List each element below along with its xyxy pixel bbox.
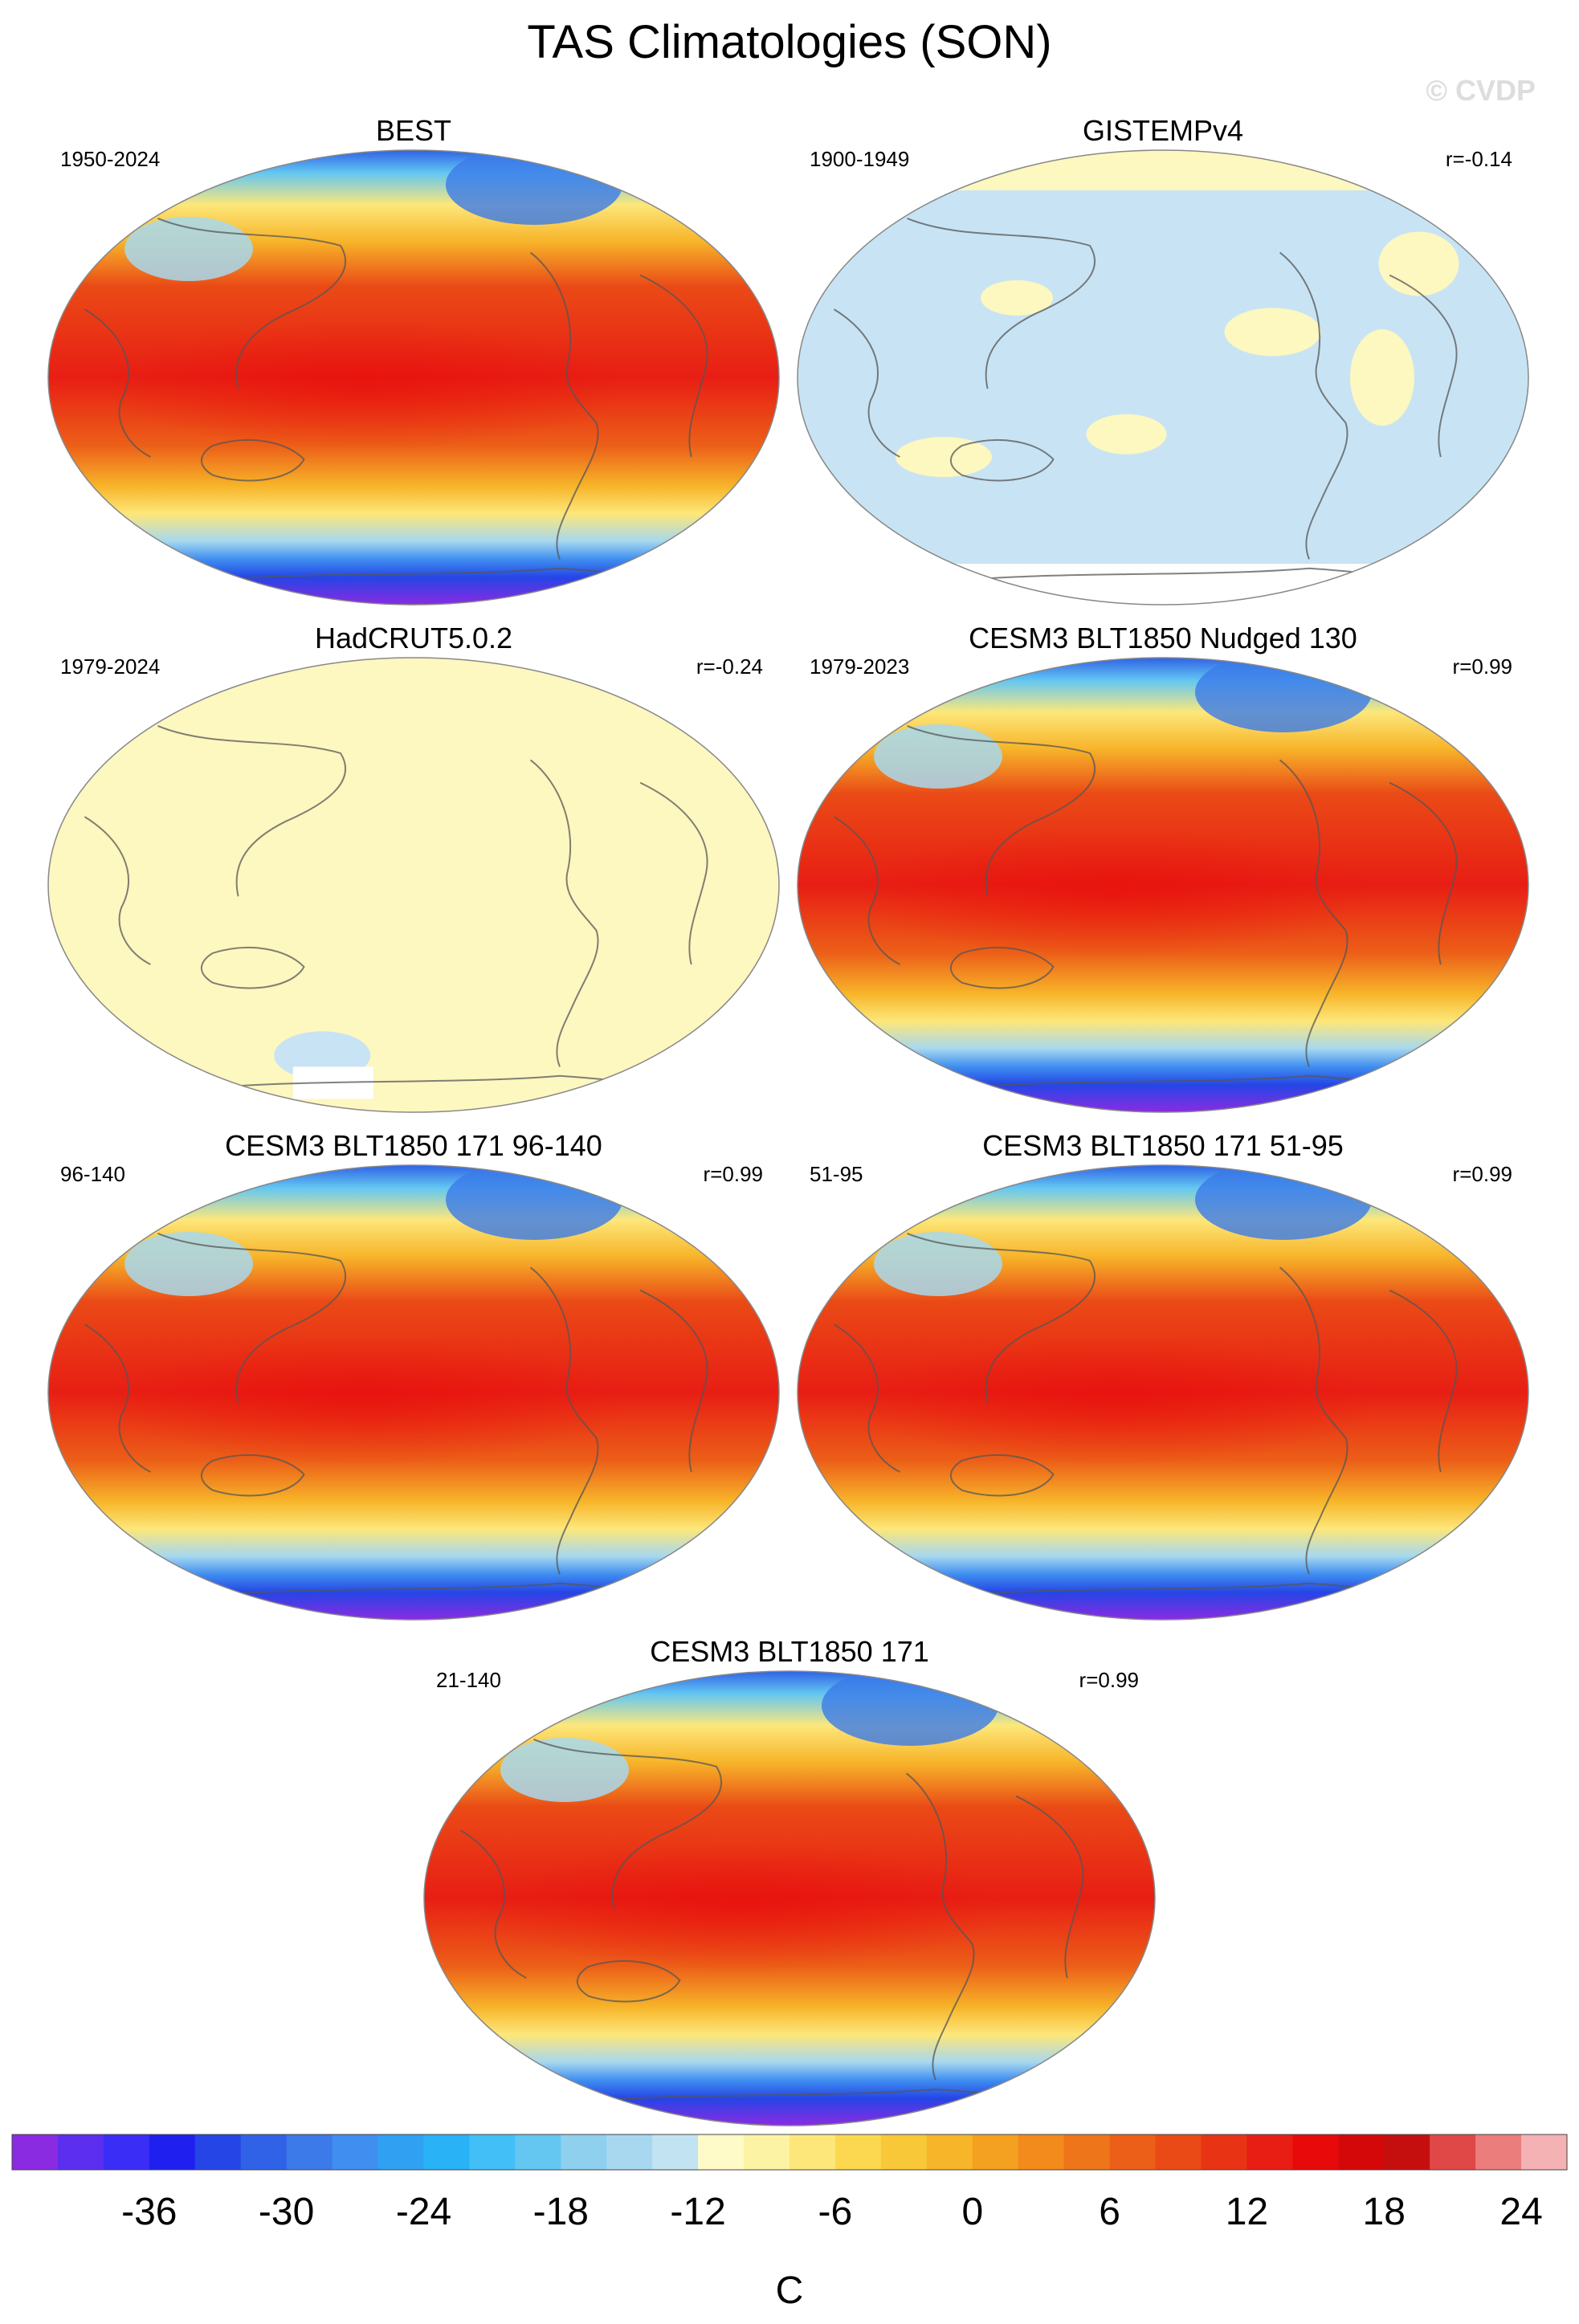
panel-title: HadCRUT5.0.2 <box>315 622 512 654</box>
colorbar-tick-label: -36 <box>121 2191 177 2233</box>
colorbar-bin <box>423 2134 471 2170</box>
colorbar-bin <box>12 2134 59 2170</box>
panel-correlation: r=0.99 <box>1453 1162 1512 1186</box>
panel-period: 51-95 <box>810 1162 863 1186</box>
colorbar-bin <box>561 2134 607 2170</box>
map-field <box>798 1165 1528 1620</box>
colorbar-tick-label: -24 <box>396 2191 451 2233</box>
colorbar-bin <box>377 2134 425 2170</box>
panel-title: CESM3 BLT1850 171 <box>650 1635 929 1668</box>
colorbar-tick-label: 18 <box>1363 2191 1406 2233</box>
map-field <box>48 658 779 1112</box>
colorbar-tick-label: -12 <box>670 2191 725 2233</box>
colorbar-tick-label: -6 <box>818 2191 853 2233</box>
map-panel: CESM3 BLT1850 Nudged 130 1979-2023 r=0.99 <box>797 622 1529 1113</box>
colorbar-tick-label: 0 <box>961 2191 983 2233</box>
colorbar-bin <box>240 2134 288 2170</box>
colorbar-bin <box>469 2134 516 2170</box>
map-panel: CESM3 BLT1850 171 21-140 r=0.99 <box>423 1635 1156 2126</box>
map-outline <box>47 657 780 1113</box>
colorbar-bin <box>1109 2134 1157 2170</box>
panel-title: CESM3 BLT1850 171 96-140 <box>225 1129 602 1162</box>
colorbar-bin <box>103 2134 150 2170</box>
panels: BEST 1950-2024 GISTEMPv4 1900-1949 r=-0.14 Ha… <box>47 114 1529 2126</box>
colorbar-bin <box>652 2134 699 2170</box>
watermark: © CVDP <box>1426 74 1536 107</box>
colorbar-tick-label: -18 <box>533 2191 589 2233</box>
colorbar-bin <box>1018 2134 1065 2170</box>
panel-title: CESM3 BLT1850 171 51-95 <box>982 1129 1344 1162</box>
panel-period: 1979-2023 <box>810 654 909 679</box>
panel-title: CESM3 BLT1850 Nudged 130 <box>969 622 1357 654</box>
colorbar-bin <box>1475 2134 1522 2170</box>
colorbar-bin <box>1201 2134 1248 2170</box>
colorbar-bin <box>1246 2134 1293 2170</box>
colorbar-bin <box>286 2134 333 2170</box>
colorbar: -36-30-24-18-12-6061218243036C <box>11 2134 1568 2312</box>
colorbar-bin <box>834 2134 882 2170</box>
colorbar-bin <box>1063 2134 1111 2170</box>
panel-correlation: r=-0.24 <box>696 654 763 679</box>
colorbar-bin <box>1338 2134 1385 2170</box>
colorbar-bin <box>972 2134 1019 2170</box>
map-panel: GISTEMPv4 1900-1949 r=-0.14 <box>797 114 1529 605</box>
colorbar-bin <box>1155 2134 1202 2170</box>
map-panel: HadCRUT5.0.2 1979-2024 r=-0.24 <box>47 622 780 1113</box>
colorbar-bin <box>1521 2134 1568 2170</box>
panel-title: GISTEMPv4 <box>1083 114 1243 147</box>
map-field <box>798 150 1528 605</box>
panel-correlation: r=0.99 <box>1453 654 1512 679</box>
figure-title: TAS Climatologies (SON) <box>527 16 1051 68</box>
panel-title: BEST <box>376 114 451 147</box>
colorbar-bin <box>194 2134 242 2170</box>
panel-period: 1979-2024 <box>60 654 160 679</box>
colorbar-tick-label: 6 <box>1099 2191 1120 2233</box>
colorbar-bin <box>1292 2134 1339 2170</box>
map-outline <box>47 149 780 605</box>
panel-period: 21-140 <box>436 1668 501 1692</box>
colorbar-bin <box>1384 2134 1430 2170</box>
colorbar-bin <box>57 2134 104 2170</box>
map-field <box>48 1165 779 1620</box>
colorbar-bin <box>332 2134 379 2170</box>
panel-period: 1950-2024 <box>60 147 160 171</box>
colorbar-unit: C <box>776 2269 804 2312</box>
colorbar-bin <box>880 2134 928 2170</box>
map-outline <box>797 1164 1529 1621</box>
colorbar-bin <box>606 2134 653 2170</box>
colorbar-bin <box>790 2134 836 2170</box>
panel-period: 96-140 <box>60 1162 125 1186</box>
panel-correlation: r=-0.14 <box>1446 147 1512 171</box>
map-panel: CESM3 BLT1850 171 96-140 96-140 r=0.99 <box>47 1129 780 1621</box>
panel-period: 1900-1949 <box>810 147 909 171</box>
colorbar-bin <box>149 2134 196 2170</box>
panel-correlation: r=0.99 <box>704 1162 763 1186</box>
colorbar-bin <box>926 2134 973 2170</box>
map-field <box>48 150 779 605</box>
map-field <box>798 658 1528 1112</box>
map-outline <box>797 657 1529 1113</box>
colorbar-bin <box>1430 2134 1476 2170</box>
map-outline <box>797 149 1529 605</box>
map-outline <box>47 1164 780 1621</box>
colorbar-bin <box>744 2134 790 2170</box>
map-panel: CESM3 BLT1850 171 51-95 51-95 r=0.99 <box>797 1129 1529 1621</box>
panel-correlation: r=0.99 <box>1079 1668 1139 1692</box>
map-field <box>424 1671 1155 2126</box>
map-outline <box>423 1670 1156 2126</box>
colorbar-bin <box>515 2134 561 2170</box>
colorbar-tick-label: 12 <box>1226 2191 1268 2233</box>
colorbar-bin <box>698 2134 745 2170</box>
map-panel: BEST 1950-2024 <box>47 114 780 605</box>
colorbar-tick-label: 24 <box>1499 2191 1542 2233</box>
colorbar-tick-label: -30 <box>259 2191 314 2233</box>
